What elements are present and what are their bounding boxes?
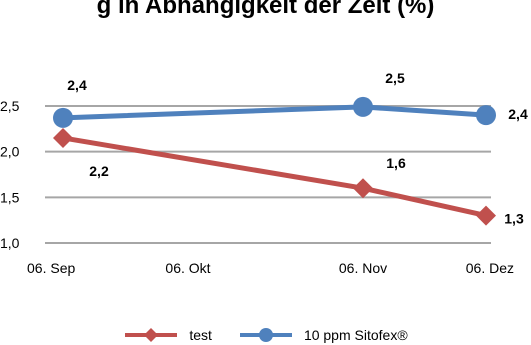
data-point — [476, 205, 496, 226]
y-tick-label: 2,0 — [0, 144, 20, 160]
chart-title: g in Abhängigkeit der Zeit (%) — [96, 0, 435, 19]
data-point — [476, 105, 496, 126]
legend-swatch-test — [125, 328, 178, 342]
legend-label-sitofex: 10 ppm Sitofex® — [303, 327, 408, 343]
data-labels: 2,2 1,6 1,3 2,4 2,5 2,4 — [67, 70, 528, 227]
legend-label-test: test — [189, 327, 212, 343]
y-tick-label: 2,5 — [0, 98, 20, 114]
x-tick-label: 06. Nov — [339, 260, 387, 276]
legend-entry-sitofex: 10 ppm Sitofex® — [238, 327, 408, 343]
legend-entry-test: test — [123, 327, 212, 343]
data-point — [353, 96, 373, 117]
y-tick-label: 1,0 — [0, 235, 20, 251]
data-label: 2,4 — [508, 106, 528, 122]
data-label: 2,2 — [89, 163, 109, 179]
y-tick-label: 1,5 — [0, 189, 20, 205]
data-label: 2,5 — [385, 70, 405, 86]
line-chart: 1,0 1,5 2,0 2,5 06. Sep 06. Okt 06. Nov 06. De… — [0, 70, 528, 276]
x-tick-label: 06. Okt — [165, 260, 210, 276]
series-line-1 — [62, 104, 487, 121]
data-point — [353, 178, 373, 199]
x-axis-ticks: 06. Sep 06. Okt 06. Nov 06. Dez — [27, 260, 514, 276]
legend: test 10 ppm Sitofex® — [0, 325, 531, 345]
data-point — [53, 107, 73, 128]
y-axis-ticks: 1,0 1,5 2,0 2,5 — [0, 98, 20, 251]
data-label: 1,6 — [386, 155, 406, 171]
series-line-0 — [62, 135, 487, 219]
x-tick-label: 06. Sep — [27, 260, 75, 276]
legend-swatch-sitofex — [239, 328, 292, 342]
data-label: 2,4 — [67, 77, 87, 93]
series-lines — [62, 104, 487, 219]
gridlines — [45, 105, 491, 244]
data-label: 1,3 — [504, 211, 524, 227]
series-markers — [53, 96, 496, 226]
data-point — [53, 127, 73, 148]
x-tick-label: 06. Dez — [466, 260, 514, 276]
